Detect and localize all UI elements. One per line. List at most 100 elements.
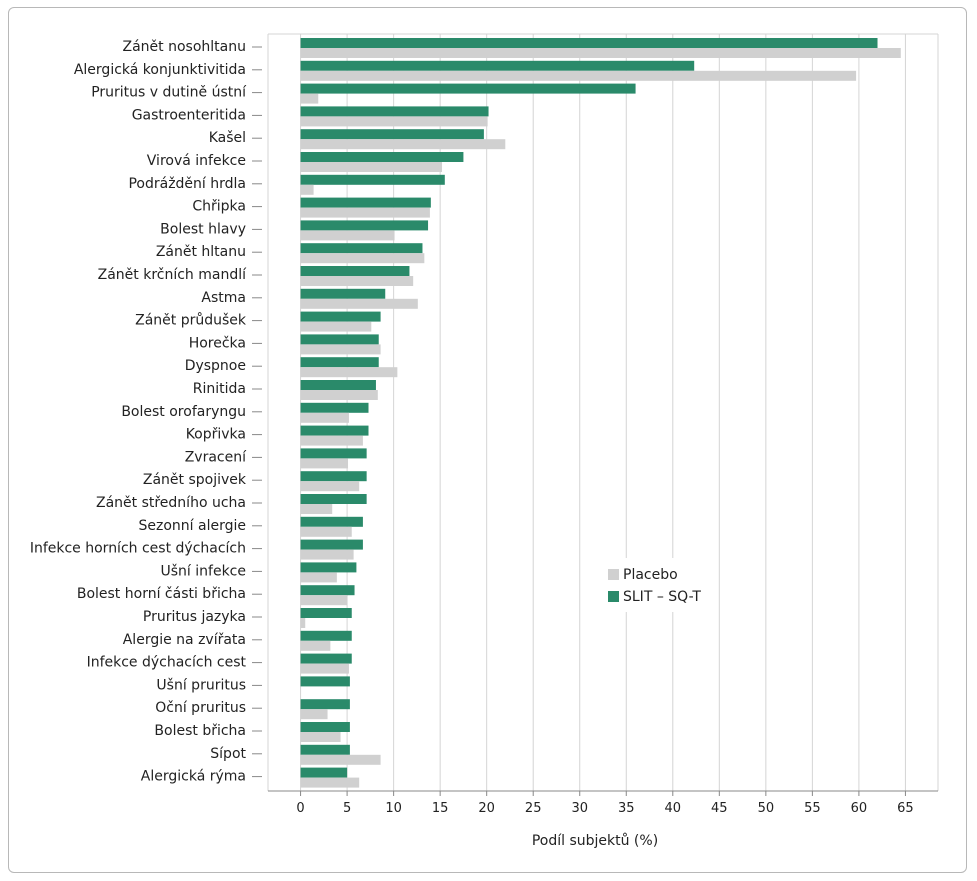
bar-slit — [300, 448, 367, 459]
bar-slit — [300, 744, 350, 755]
x-tick-label: 40 — [665, 801, 682, 816]
category-label: Oční pruritus — [155, 700, 246, 716]
bar-placebo — [300, 298, 418, 309]
legend-swatch — [608, 591, 619, 602]
bar-slit — [300, 653, 352, 664]
category-label: Pruritus jazyka — [143, 609, 246, 625]
x-tick-label: 25 — [525, 801, 542, 816]
bar-slit — [300, 767, 348, 778]
bar-slit — [300, 174, 445, 185]
bar-placebo — [300, 344, 381, 355]
bar-placebo — [300, 504, 333, 514]
bar-slit — [300, 630, 352, 641]
category-label: Bolest hlavy — [160, 221, 246, 237]
bar-placebo — [300, 230, 395, 241]
bar-placebo — [300, 93, 319, 104]
category-label: Alergická konjunktivitida — [74, 62, 246, 78]
bar-placebo — [300, 481, 360, 492]
category-label: Zánět hltanu — [156, 244, 246, 260]
bar-placebo — [300, 390, 378, 400]
bar-placebo — [300, 139, 506, 150]
bar-slit — [300, 83, 636, 94]
bar-slit — [300, 380, 376, 390]
category-label: Zánět průdušek — [135, 313, 247, 329]
category-label: Ušní pruritus — [156, 677, 246, 693]
category-label: Rinitida — [193, 381, 246, 397]
bar-placebo — [300, 116, 488, 127]
bar-slit — [300, 585, 355, 596]
bar-slit — [300, 562, 357, 573]
legend-label: SLIT – SQ-T — [623, 589, 701, 605]
bar-slit — [300, 494, 367, 504]
bar-slit — [300, 197, 431, 208]
category-label: Gastroenteritida — [132, 107, 246, 123]
x-tick-label: 45 — [711, 801, 728, 816]
x-tick-label: 10 — [385, 801, 402, 816]
category-label: Zánět nosohltanu — [123, 39, 246, 55]
category-label: Bolest břicha — [154, 723, 246, 739]
bar-slit — [300, 676, 350, 687]
bar-slit — [300, 60, 695, 71]
category-label: Alergie na zvířata — [123, 632, 246, 648]
category-label: Bolest orofaryngu — [121, 404, 246, 420]
bar-placebo — [300, 709, 328, 720]
bar-placebo — [300, 367, 398, 378]
category-label: Sezonní alergie — [139, 518, 246, 534]
bar-slit — [300, 722, 350, 732]
category-label: Astma — [201, 290, 246, 306]
bar-slit — [300, 266, 410, 276]
category-label: Kopřivka — [186, 427, 246, 443]
category-label: Zvracení — [185, 449, 247, 465]
category-label: Alergická rýma — [141, 769, 246, 785]
category-label: Pruritus v dutině ústní — [91, 85, 247, 101]
bar-placebo — [300, 618, 306, 628]
x-axis: 0 5 10 15 20 25 30 35 40 45 50 55 60 65 — [268, 790, 938, 816]
bar-placebo — [300, 526, 352, 537]
bar-placebo — [300, 48, 901, 58]
bar-slit — [300, 220, 429, 231]
bar-slit — [300, 357, 379, 368]
category-label: Infekce dýchacích cest — [87, 655, 247, 671]
bar-placebo — [300, 207, 430, 218]
category-label: Zánět středního ucha — [96, 495, 246, 511]
x-tick-label: 30 — [571, 801, 588, 816]
bar-slit — [300, 471, 367, 482]
bar-placebo — [300, 572, 337, 583]
x-tick-label: 50 — [758, 801, 775, 816]
category-label: Zánět krčních mandlí — [98, 267, 247, 283]
bar-placebo — [300, 595, 348, 606]
bar-placebo — [300, 321, 372, 332]
bar-placebo — [300, 435, 363, 446]
bar-placebo — [300, 663, 349, 674]
bar-placebo — [300, 777, 360, 788]
x-tick-label: 20 — [478, 801, 495, 816]
bar-placebo — [300, 732, 341, 742]
bar-placebo — [300, 276, 414, 286]
bar-slit — [300, 106, 489, 117]
category-label: Chřipka — [192, 199, 246, 215]
x-tick-label: 15 — [432, 801, 449, 816]
x-tick-label: 0 — [296, 801, 304, 816]
legend-swatch — [608, 569, 619, 580]
category-label: Infekce horních cest dýchacích — [30, 541, 246, 557]
category-label: Virová infekce — [147, 153, 246, 169]
bar-slit — [300, 152, 464, 162]
x-tick-label: 60 — [851, 801, 868, 816]
chart-frame — [8, 7, 967, 873]
x-tick-label: 55 — [804, 801, 821, 816]
bar-slit — [300, 402, 369, 413]
bar-placebo — [300, 549, 354, 560]
category-label: Ušní infekce — [161, 563, 246, 579]
bar-placebo — [300, 640, 331, 651]
legend-label: Placebo — [623, 567, 678, 583]
bar-slit — [300, 516, 363, 527]
bar-slit — [300, 699, 350, 710]
bar-slit — [300, 288, 386, 299]
category-label: Horečka — [189, 335, 246, 351]
bar-slit — [300, 539, 363, 550]
category-label: Dyspnoe — [185, 358, 246, 374]
category-label: Zánět spojivek — [143, 472, 247, 488]
bar-slit — [300, 129, 484, 140]
legend: Placebo SLIT – SQ-T — [596, 558, 710, 612]
